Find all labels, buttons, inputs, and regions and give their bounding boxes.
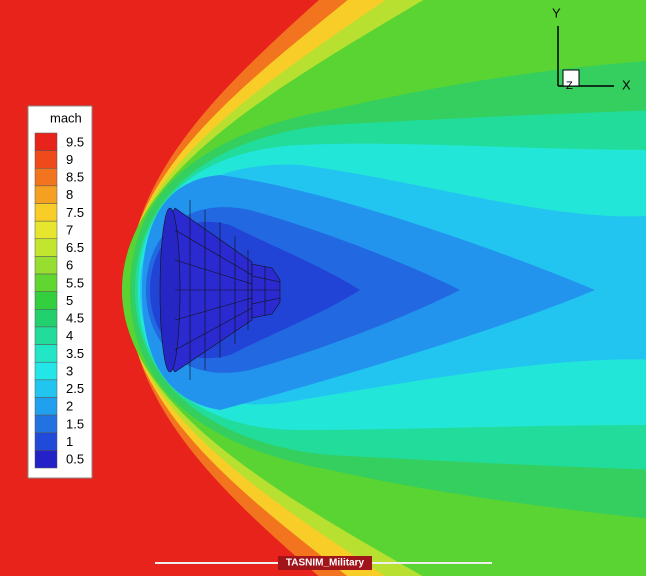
capsule <box>159 200 281 380</box>
legend-label: 7.5 <box>66 205 84 220</box>
legend-swatch <box>34 185 58 204</box>
legend-swatch <box>34 150 58 169</box>
z-axis-box <box>562 69 580 87</box>
x-axis-label: X <box>622 77 631 92</box>
legend-swatch <box>34 414 58 433</box>
legend-label: 0.5 <box>66 452 84 467</box>
legend-swatch <box>34 291 58 310</box>
watermark-badge <box>278 556 372 570</box>
legend-swatch <box>34 309 58 328</box>
legend-label: 8 <box>66 187 73 202</box>
legend-label: 7 <box>66 222 73 237</box>
legend-swatch <box>34 432 58 451</box>
legend-label: 2.5 <box>66 381 84 396</box>
legend-swatch <box>34 220 58 240</box>
legend-swatch <box>34 256 58 275</box>
legend-swatch <box>34 344 58 363</box>
legend-title: mach <box>50 110 82 125</box>
legend-label: 6.5 <box>66 240 84 255</box>
legend-swatch <box>34 203 58 222</box>
legend-swatch <box>34 238 58 257</box>
legend-label: 2 <box>66 399 73 414</box>
legend-label: 1 <box>66 434 73 449</box>
legend-swatch <box>34 379 58 398</box>
legend-label: 4.5 <box>66 311 84 326</box>
legend-swatch <box>34 450 58 469</box>
legend: mach 9.5 9 8.5 8 7.5 7 6.5 6 5.5 5 4.5 4 3.5 3 2.5 2 1.5… <box>27 105 93 479</box>
legend-label: 6 <box>66 258 73 273</box>
legend-swatch <box>34 132 58 151</box>
legend-label: 9 <box>66 152 73 167</box>
legend-label: 9.5 <box>66 134 84 149</box>
y-axis-label: Y <box>552 5 561 20</box>
legend-label: 1.5 <box>66 416 84 431</box>
legend-swatch <box>34 397 58 416</box>
axis-triad: Y X Z <box>552 5 631 92</box>
legend-label: 4 <box>66 328 73 343</box>
legend-label: 5 <box>66 293 73 308</box>
legend-swatch <box>34 168 58 187</box>
legend-label: 3 <box>66 363 73 378</box>
legend-label: 5.5 <box>66 275 84 290</box>
legend-label: 3.5 <box>66 346 84 361</box>
watermark-text: TASNIM_Military <box>286 558 365 569</box>
legend-label: 8.5 <box>66 170 84 185</box>
legend-swatch <box>34 326 58 345</box>
watermark: TASNIM_Military <box>155 556 492 570</box>
z-axis-label: Z <box>566 80 573 92</box>
legend-swatch <box>34 273 58 292</box>
legend-swatch <box>34 361 58 381</box>
